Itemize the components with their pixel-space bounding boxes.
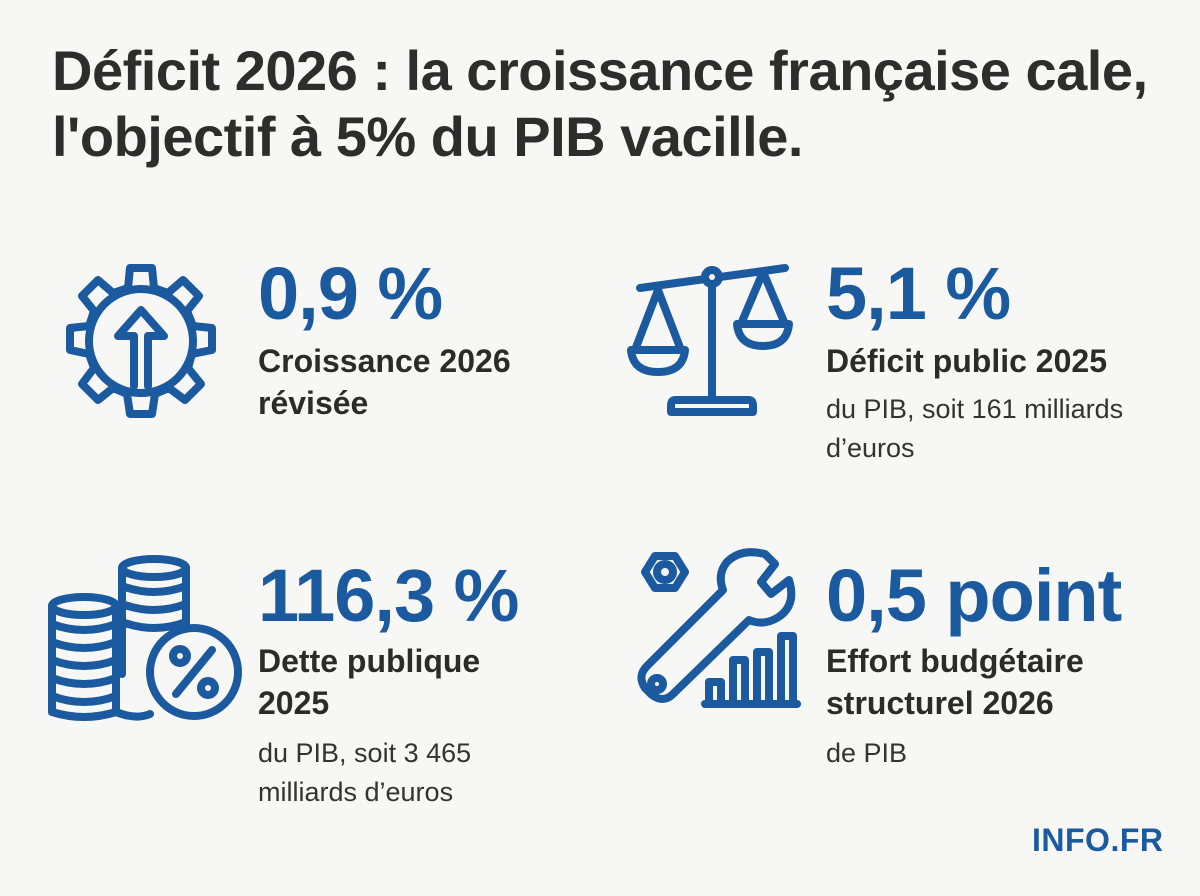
headline: Déficit 2026 : la croissance française c… [52, 39, 1148, 168]
gear-up-arrow-icon [66, 264, 216, 418]
growth-label: Croissance 2026 révisée [258, 343, 511, 421]
scale-icon [627, 264, 793, 416]
deficit-note: du PIB, soit 161 milliards d’euros [826, 394, 1124, 463]
debt-value: 116,3 % [258, 554, 519, 637]
deficit-value: 5,1 % [826, 252, 1011, 335]
effort-label: Effort budgétaire structurel 2026 [826, 643, 1084, 721]
debt-note: du PIB, soit 3 465 milliards d’euros [258, 738, 472, 807]
debt-label: Dette publique 2025 [258, 643, 481, 721]
wrench-chart-icon [637, 548, 801, 708]
deficit-label: Déficit public 2025 [826, 343, 1107, 379]
coins-percent-icon [48, 555, 242, 721]
effort-value: 0,5 point [826, 554, 1122, 637]
brand-logo: INFO.FR [1032, 822, 1164, 858]
effort-note: de PIB [826, 738, 908, 768]
growth-value: 0,9 % [258, 252, 443, 335]
